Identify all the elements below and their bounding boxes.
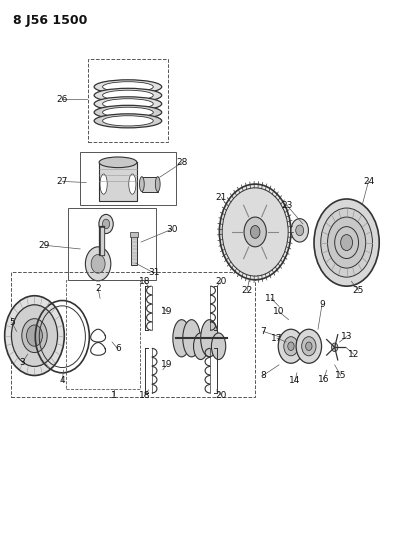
Circle shape — [341, 235, 353, 251]
Ellipse shape — [94, 97, 162, 111]
Text: 22: 22 — [241, 286, 253, 295]
Circle shape — [222, 188, 288, 276]
Text: 21: 21 — [216, 193, 227, 202]
Bar — [68, 208, 156, 280]
Text: 31: 31 — [148, 269, 160, 277]
Circle shape — [335, 227, 359, 259]
Text: 18: 18 — [139, 391, 150, 400]
Ellipse shape — [201, 320, 218, 357]
Text: 11: 11 — [265, 294, 277, 303]
Text: 3: 3 — [20, 358, 26, 367]
Circle shape — [284, 337, 298, 356]
Text: 1: 1 — [111, 391, 117, 400]
Circle shape — [296, 329, 322, 364]
Circle shape — [5, 296, 64, 375]
Circle shape — [244, 217, 266, 247]
Circle shape — [91, 254, 105, 273]
Circle shape — [332, 343, 338, 352]
Text: 14: 14 — [289, 376, 300, 385]
Text: 23: 23 — [281, 201, 292, 210]
Bar — [80, 152, 176, 205]
Text: 19: 19 — [161, 307, 173, 316]
Text: 8 J56 1500: 8 J56 1500 — [13, 14, 87, 27]
Circle shape — [99, 214, 113, 233]
Bar — [142, 176, 158, 191]
Bar — [11, 272, 255, 397]
Ellipse shape — [99, 157, 137, 167]
Ellipse shape — [140, 176, 144, 191]
Circle shape — [22, 319, 47, 352]
Bar — [131, 233, 137, 265]
Ellipse shape — [103, 82, 153, 92]
Ellipse shape — [94, 80, 162, 94]
Circle shape — [12, 305, 57, 367]
Text: 6: 6 — [115, 344, 121, 353]
Ellipse shape — [94, 114, 162, 128]
Text: 27: 27 — [57, 177, 68, 186]
Text: 18: 18 — [139, 277, 150, 286]
Text: 2: 2 — [95, 284, 101, 293]
Circle shape — [103, 219, 110, 229]
Text: 17: 17 — [271, 334, 283, 343]
Ellipse shape — [211, 333, 226, 360]
Text: 15: 15 — [335, 371, 346, 380]
Text: 25: 25 — [353, 286, 364, 295]
Ellipse shape — [183, 320, 200, 357]
Text: 24: 24 — [363, 177, 374, 186]
Circle shape — [302, 337, 316, 356]
Circle shape — [251, 225, 260, 238]
Ellipse shape — [103, 90, 153, 100]
Circle shape — [328, 217, 366, 268]
Circle shape — [306, 342, 312, 351]
Bar — [88, 59, 168, 142]
Bar — [66, 280, 140, 389]
Ellipse shape — [155, 176, 160, 191]
Text: 4: 4 — [59, 376, 65, 385]
Text: 26: 26 — [57, 94, 68, 103]
Bar — [130, 232, 138, 237]
Text: 8: 8 — [260, 371, 266, 380]
Text: 29: 29 — [39, 241, 50, 250]
Text: 5: 5 — [9, 318, 15, 327]
Text: 28: 28 — [176, 158, 187, 167]
Text: 30: 30 — [166, 225, 178, 234]
Circle shape — [291, 219, 308, 242]
Circle shape — [27, 325, 42, 346]
Text: 7: 7 — [260, 327, 266, 336]
Ellipse shape — [103, 116, 153, 126]
Text: 9: 9 — [319, 300, 325, 309]
Ellipse shape — [100, 174, 107, 194]
Text: 16: 16 — [318, 375, 329, 384]
Circle shape — [288, 342, 294, 351]
Ellipse shape — [129, 174, 136, 194]
Ellipse shape — [94, 106, 162, 119]
Text: 20: 20 — [216, 277, 227, 286]
Ellipse shape — [94, 88, 162, 102]
Ellipse shape — [194, 333, 208, 360]
Text: 12: 12 — [348, 350, 359, 359]
Circle shape — [321, 208, 372, 277]
Bar — [99, 163, 137, 200]
Text: 19: 19 — [161, 360, 173, 369]
Ellipse shape — [103, 107, 153, 117]
Circle shape — [314, 199, 379, 286]
Text: 13: 13 — [341, 332, 352, 341]
Ellipse shape — [103, 99, 153, 109]
Text: 20: 20 — [216, 391, 227, 400]
Ellipse shape — [173, 320, 190, 357]
Circle shape — [296, 225, 304, 236]
Circle shape — [219, 184, 291, 280]
Circle shape — [278, 329, 304, 364]
Circle shape — [85, 247, 111, 281]
Text: 10: 10 — [273, 307, 285, 316]
